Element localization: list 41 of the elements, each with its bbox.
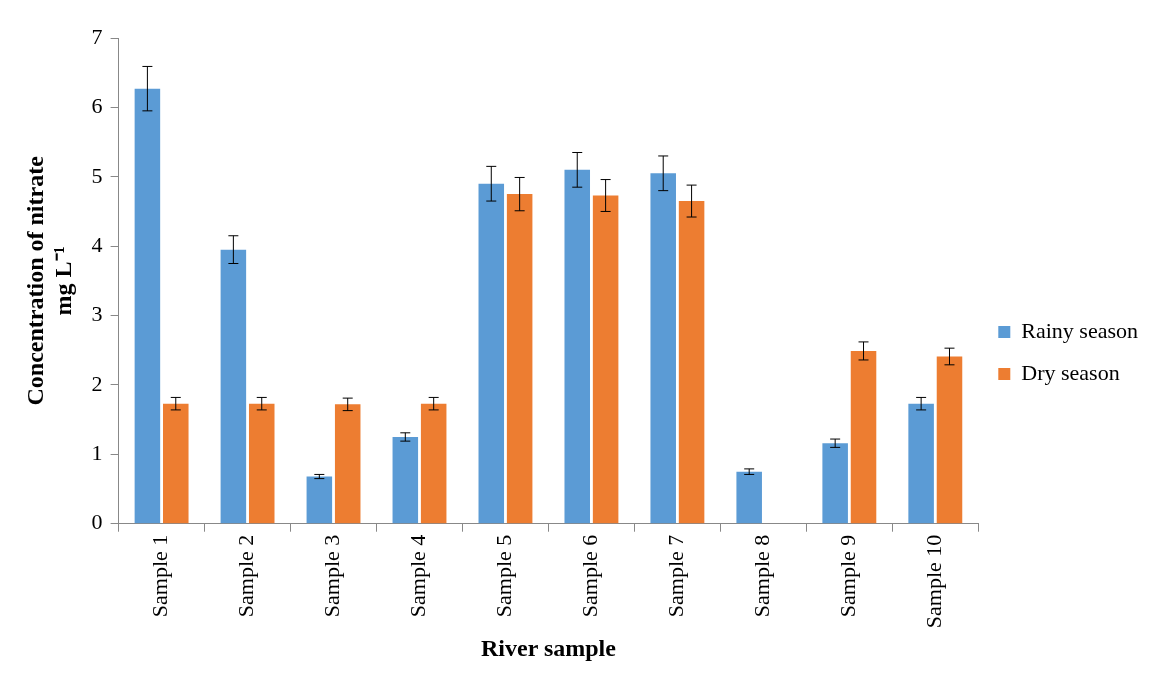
- bar: [678, 201, 705, 524]
- bar: [163, 403, 189, 524]
- bar: [220, 249, 247, 524]
- y-tick-label: 0: [91, 509, 103, 535]
- bar: [506, 194, 533, 524]
- legend-label: Dry season: [1021, 359, 1120, 385]
- x-tick-label: Sample 1: [147, 534, 173, 618]
- x-tick-label: Sample 5: [491, 534, 517, 618]
- y-tick-label: 7: [91, 23, 103, 49]
- y-axis-title: Concentration of nitrate mg L⁻¹: [21, 155, 77, 406]
- y-tick-label: 4: [91, 231, 103, 257]
- bar: [908, 403, 934, 524]
- bar: [248, 403, 275, 524]
- x-tick-label: Sample 8: [749, 534, 775, 618]
- x-tick-label: Sample 9: [835, 534, 861, 618]
- bar: [650, 173, 676, 524]
- x-axis-title: River sample: [481, 634, 617, 661]
- bar: [936, 356, 963, 524]
- x-tick-label: Sample 2: [233, 534, 259, 618]
- x-tick-label: Sample 7: [663, 534, 689, 618]
- y-tick-label: 6: [91, 93, 103, 119]
- bar: [420, 403, 447, 524]
- bar: [822, 443, 848, 524]
- y-tick-label: 2: [91, 370, 103, 396]
- bar: [392, 436, 419, 524]
- bar: [478, 183, 505, 524]
- bar: [592, 195, 619, 524]
- x-tick-label: Sample 6: [577, 534, 603, 618]
- y-tick-label: 1: [91, 440, 103, 466]
- y-tick-label: 3: [91, 301, 103, 327]
- bar: [334, 404, 361, 524]
- x-tick-label: Sample 3: [319, 534, 345, 618]
- bar: [134, 88, 161, 524]
- bar: [306, 476, 333, 524]
- y-tick-label: 5: [91, 162, 103, 188]
- legend-label: Rainy season: [1021, 317, 1138, 343]
- x-tick-label: Sample 10: [921, 534, 947, 629]
- x-tick-label: Sample 4: [405, 534, 431, 618]
- bar: [736, 471, 762, 524]
- bar: [564, 169, 591, 524]
- bar: [850, 350, 877, 524]
